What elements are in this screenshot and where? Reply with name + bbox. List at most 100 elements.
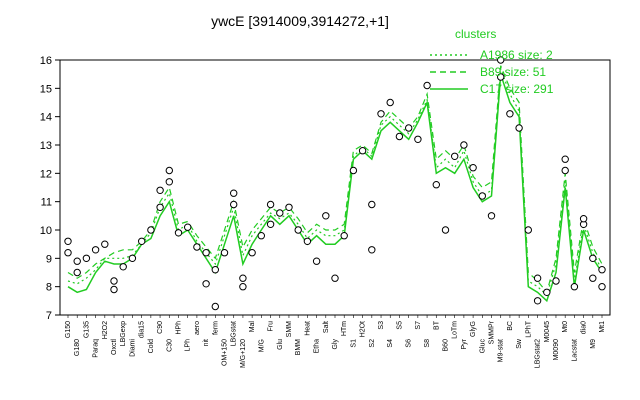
x-tick-label: S2	[369, 339, 376, 348]
x-tick-label: LPh	[185, 339, 192, 352]
data-point	[533, 274, 542, 282]
x-tick-label: S3	[378, 321, 385, 330]
data-point	[165, 166, 174, 175]
data-point	[220, 249, 229, 257]
x-tick-label: HPh	[175, 321, 182, 335]
points-layer	[64, 56, 606, 311]
data-point	[358, 147, 367, 155]
data-point	[110, 285, 118, 294]
x-tick-label: OM+150	[222, 339, 229, 366]
data-point	[138, 237, 146, 246]
data-point	[128, 254, 137, 262]
x-tick-label: S8	[424, 339, 431, 348]
x-tick-label: C30	[166, 339, 173, 352]
x-tick-label: M/G+120	[240, 339, 247, 368]
data-point	[543, 288, 551, 296]
data-point	[248, 249, 256, 257]
data-point	[303, 237, 312, 246]
x-tick-label: BC	[507, 321, 514, 331]
data-point	[322, 212, 330, 220]
data-point	[451, 152, 459, 161]
x-tick-label: aero	[194, 321, 201, 335]
data-point	[515, 124, 523, 132]
data-point	[561, 155, 569, 163]
data-point	[469, 164, 477, 172]
x-tick-label: LoTm	[452, 321, 459, 339]
x-tick-label: SMM	[286, 321, 293, 338]
data-point	[377, 110, 385, 118]
y-tick-label: 12	[40, 168, 52, 180]
data-point	[82, 254, 91, 262]
data-point	[349, 166, 358, 175]
data-point	[294, 226, 302, 234]
y-tick-label: 14	[40, 112, 52, 124]
data-point	[589, 274, 597, 282]
x-tick-label: Gluc	[479, 339, 486, 354]
legend-label: A1986 size: 2	[480, 48, 553, 62]
data-point	[73, 268, 81, 277]
series-line-dashed	[67, 65, 603, 294]
series-line-solid	[67, 73, 603, 303]
data-point	[101, 240, 109, 248]
data-point	[340, 232, 348, 240]
data-point	[414, 135, 422, 144]
legend-label: B89 size: 51	[480, 65, 546, 79]
series-line-dotted	[67, 68, 603, 297]
x-tick-label: nit	[203, 339, 210, 346]
x-tick-label: Fru	[268, 321, 275, 332]
data-point	[524, 226, 532, 234]
y-axis: 7 8 9 10 11 12 13 14 15 16	[40, 55, 60, 322]
x-tick-label: S7	[415, 321, 422, 330]
x-tick-label: M/G	[258, 339, 265, 352]
data-point	[497, 56, 505, 64]
data-point	[64, 249, 72, 257]
x-tick-label: Etha	[314, 339, 321, 354]
chart-title: ywcE [3914009,3914272,+1]	[211, 13, 389, 29]
data-point	[266, 220, 275, 229]
x-tick-label: SMMPr	[489, 320, 496, 344]
x-tick-label: Glu	[277, 339, 284, 350]
data-point	[368, 200, 376, 209]
data-point	[432, 181, 440, 189]
data-point	[184, 223, 192, 231]
legend-title: clusters	[455, 27, 496, 41]
x-tick-label: Pyr	[461, 338, 468, 349]
y-tick-label: 7	[46, 310, 52, 322]
x-tick-label: S6	[406, 339, 413, 348]
x-tick-label: Lacstat	[571, 339, 578, 362]
data-point	[552, 277, 560, 285]
x-tick-label: M0090	[553, 339, 560, 361]
data-point	[266, 200, 275, 209]
x-tick-label: HTm	[341, 321, 348, 336]
data-point	[239, 274, 247, 282]
data-point	[395, 132, 404, 141]
data-point	[174, 229, 183, 237]
data-point	[165, 178, 174, 186]
data-point	[386, 98, 394, 107]
x-tick-label: Paraq	[93, 339, 100, 358]
data-point	[497, 73, 505, 81]
y-tick-label: 9	[46, 253, 52, 265]
data-point	[285, 203, 293, 212]
data-point	[598, 266, 606, 274]
data-point	[561, 166, 569, 175]
x-tick-label: LBGstat2	[535, 339, 542, 368]
x-tick-label: S4	[387, 339, 394, 348]
x-tick-label: Salt	[323, 321, 330, 333]
data-point	[598, 283, 606, 291]
y-tick-label: 13	[40, 140, 52, 152]
data-point	[441, 226, 450, 234]
data-point	[487, 212, 496, 220]
x-tick-label: G150	[65, 321, 72, 338]
data-point	[202, 249, 210, 257]
data-point	[119, 263, 127, 271]
x-tick-label: Heat	[304, 321, 311, 336]
x-tick-label: S1	[350, 339, 357, 348]
x-tick-label: dia15	[139, 321, 146, 338]
x-tick-label: M9-stat	[498, 339, 505, 362]
x-tick-label: Gly	[332, 339, 339, 350]
x-tick-label: M9	[590, 339, 597, 349]
x-tick-label: B60	[442, 339, 449, 352]
data-point	[239, 283, 247, 291]
